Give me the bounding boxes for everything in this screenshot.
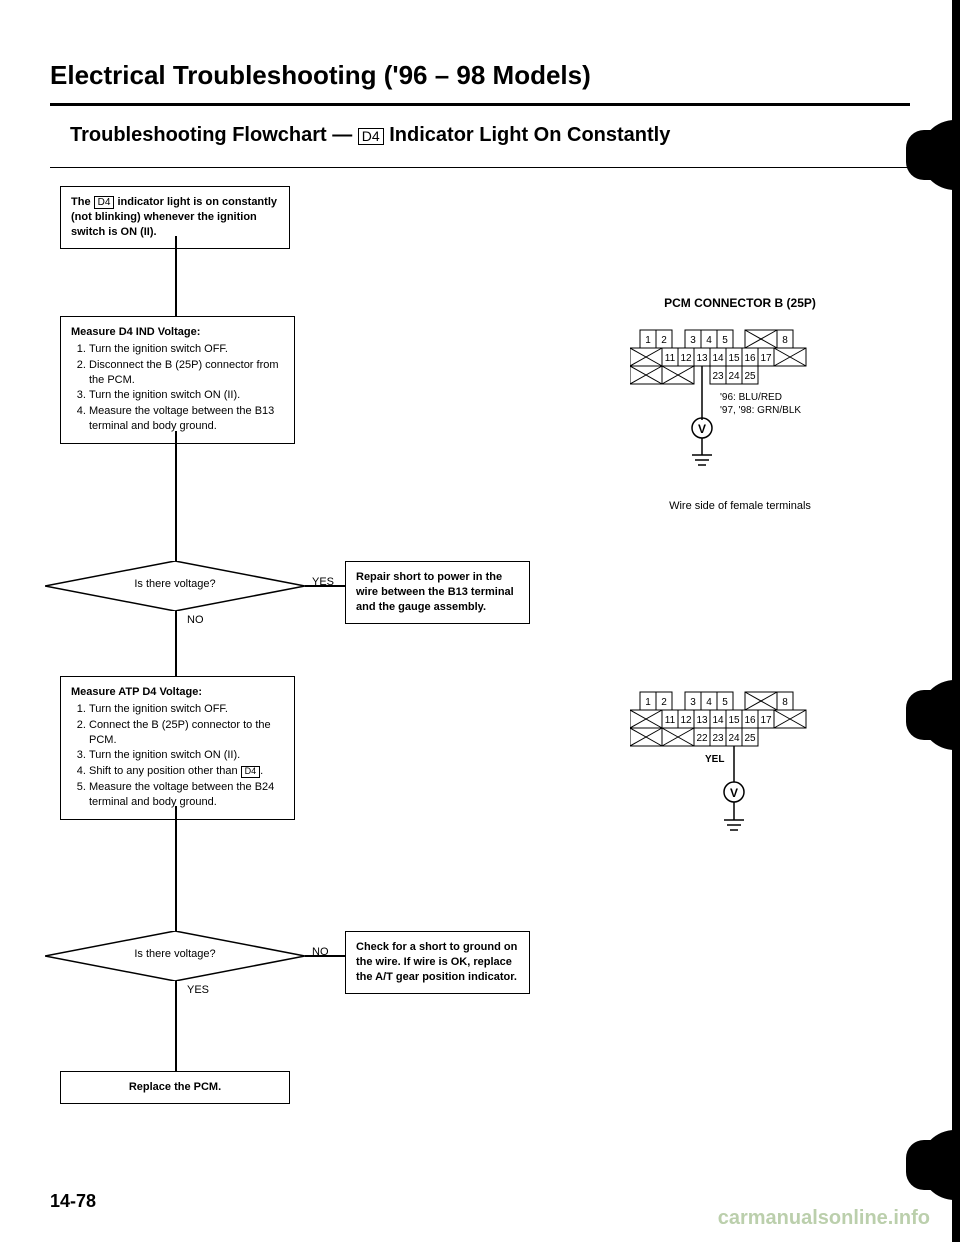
svg-text:23: 23 [712, 371, 724, 382]
rule-sub [50, 167, 910, 168]
rule-top [50, 103, 910, 106]
pin96-label: '96: BLU/RED [720, 392, 782, 403]
diagram-column: PCM CONNECTOR B (25P) 1 2 3 4 5 8 11 12 [570, 186, 910, 1186]
svg-text:5: 5 [722, 335, 728, 346]
page-number: 14-78 [50, 1191, 96, 1212]
svg-text:15: 15 [728, 353, 740, 364]
main-title: Electrical Troubleshooting ('96 – 98 Mod… [50, 60, 910, 91]
box2-item-3: Turn the ignition switch ON (II). [89, 388, 284, 403]
svg-text:2: 2 [661, 697, 667, 708]
svg-text:25: 25 [744, 733, 756, 744]
svg-text:12: 12 [680, 353, 692, 364]
flow-terminal: Replace the PCM. [60, 1071, 290, 1104]
svg-text:16: 16 [744, 353, 756, 364]
box3-item-2: Connect the B (25P) connector to the PCM… [89, 718, 284, 748]
box2-list: Turn the ignition switch OFF. Disconnect… [71, 342, 284, 434]
box3-item-4: Shift to any position other than D4. [89, 764, 284, 779]
d4-symbol: D4 [358, 128, 384, 145]
line-3 [175, 611, 177, 676]
pcm-connector-1: PCM CONNECTOR B (25P) 1 2 3 4 5 8 11 12 [570, 296, 910, 512]
svg-text:11: 11 [665, 353, 676, 364]
svg-text:16: 16 [744, 715, 756, 726]
svg-text:24: 24 [728, 371, 740, 382]
svg-text:3: 3 [690, 697, 696, 708]
svg-text:1: 1 [645, 697, 651, 708]
box1-pre: The [71, 196, 94, 208]
dec1-no: NO [185, 614, 206, 626]
svg-text:11: 11 [665, 715, 676, 726]
line-yes1 [305, 585, 345, 587]
svg-text:15: 15 [728, 715, 740, 726]
subtitle: Troubleshooting Flowchart — D4 Indicator… [70, 124, 910, 147]
svg-text:14: 14 [712, 715, 724, 726]
svg-text:17: 17 [760, 715, 772, 726]
line-2 [175, 431, 177, 561]
svg-text:1: 1 [645, 335, 651, 346]
box2-item-4: Measure the voltage between the B13 term… [89, 404, 284, 434]
wire-caption: Wire side of female terminals [570, 500, 910, 512]
box2-title: Measure D4 IND Voltage: [71, 326, 200, 338]
svg-text:23: 23 [712, 733, 724, 744]
svg-text:5: 5 [722, 697, 728, 708]
flowchart: The D4 indicator light is on constantly … [50, 186, 530, 1186]
line-5 [175, 981, 177, 1071]
svg-text:4: 4 [706, 697, 712, 708]
v-symbol-1: V [698, 422, 706, 436]
terminal-text: Replace the PCM. [129, 1081, 221, 1093]
svg-text:8: 8 [782, 335, 788, 346]
result-repair-short: Repair short to power in the wire betwee… [345, 561, 530, 624]
svg-text:12: 12 [680, 715, 692, 726]
pcm-title: PCM CONNECTOR B (25P) [570, 296, 910, 310]
box1-d4: D4 [94, 196, 115, 209]
svg-text:17: 17 [760, 353, 772, 364]
box2-item-2: Disconnect the B (25P) connector from th… [89, 358, 284, 388]
svg-text:4: 4 [706, 335, 712, 346]
watermark: carmanualsonline.info [718, 1207, 930, 1230]
result2-text: Check for a short to ground on the wire.… [356, 941, 517, 983]
box3-d4: D4 [241, 766, 261, 778]
box3-list: Turn the ignition switch OFF. Connect th… [71, 702, 284, 810]
flow-measure-atp: Measure ATP D4 Voltage: Turn the ignitio… [60, 676, 295, 820]
line-1 [175, 236, 177, 316]
box3-item-5: Measure the voltage between the B24 term… [89, 780, 284, 810]
dec2-yes: YES [185, 984, 211, 996]
subtitle-post: Indicator Light On Constantly [384, 124, 671, 146]
line-no2 [305, 955, 345, 957]
result-check-short: Check for a short to ground on the wire.… [345, 931, 530, 994]
box2-item-1: Turn the ignition switch OFF. [89, 342, 284, 357]
svg-text:8: 8 [782, 697, 788, 708]
svg-text:22: 22 [696, 733, 708, 744]
flow-measure-ind: Measure D4 IND Voltage: Turn the ignitio… [60, 316, 295, 444]
result1-text: Repair short to power in the wire betwee… [356, 571, 514, 613]
line-4 [175, 806, 177, 931]
v-symbol-2: V [730, 786, 738, 800]
yel-label: YEL [705, 754, 724, 765]
box3-item-1: Turn the ignition switch OFF. [89, 702, 284, 717]
svg-text:13: 13 [696, 715, 708, 726]
svg-text:14: 14 [712, 353, 724, 364]
pin97-label: '97, '98: GRN/BLK [720, 405, 801, 416]
pcm-connector-2: 1 2 3 4 5 8 11 12 13 14 15 16 17 [570, 682, 910, 842]
svg-text:25: 25 [744, 371, 756, 382]
svg-text:3: 3 [690, 335, 696, 346]
decision-2: Is there voltage? [45, 931, 305, 981]
box3-title: Measure ATP D4 Voltage: [71, 686, 202, 698]
decision1-label: Is there voltage? [45, 578, 305, 590]
svg-text:2: 2 [661, 335, 667, 346]
connector-diagram-2: 1 2 3 4 5 8 11 12 13 14 15 16 17 [630, 682, 850, 842]
svg-text:24: 24 [728, 733, 740, 744]
svg-text:13: 13 [696, 353, 708, 364]
subtitle-pre: Troubleshooting Flowchart — [70, 124, 358, 146]
decision2-label: Is there voltage? [45, 948, 305, 960]
content-row: The D4 indicator light is on constantly … [50, 186, 910, 1186]
page-content: Electrical Troubleshooting ('96 – 98 Mod… [0, 0, 960, 1206]
decision-1: Is there voltage? [45, 561, 305, 611]
box3-item-4a: Shift to any position other than [89, 765, 241, 777]
box3-item-3: Turn the ignition switch ON (II). [89, 748, 284, 763]
connector-diagram-1: 1 2 3 4 5 8 11 12 13 14 15 16 [630, 320, 850, 470]
